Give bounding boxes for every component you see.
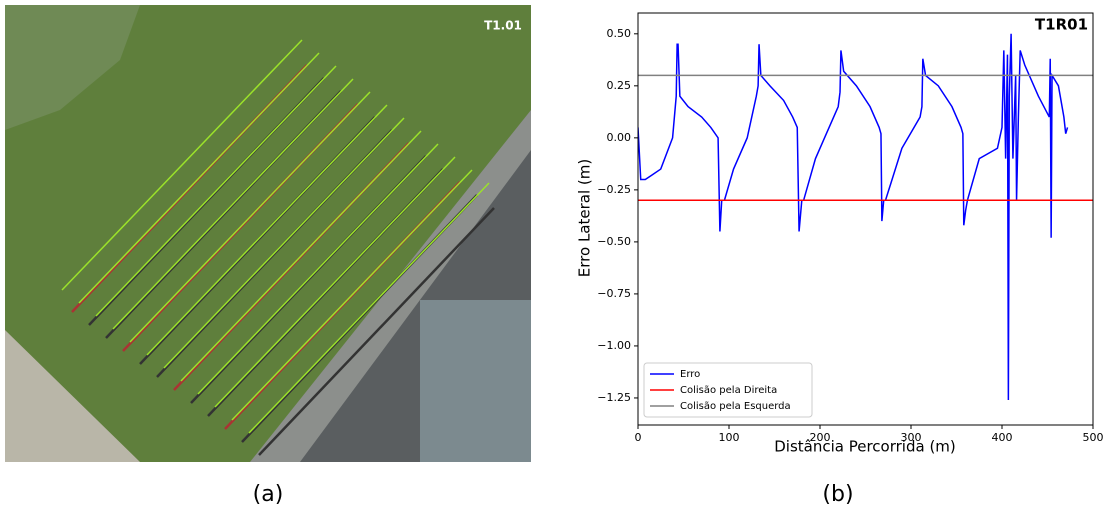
y-tick-label: 0.50 (607, 27, 632, 40)
x-tick-label: 400 (992, 431, 1013, 444)
legend-label: Colisão pela Esquerda (680, 401, 791, 412)
y-tick-label: −0.25 (597, 183, 631, 196)
legend-label: Erro (680, 369, 700, 380)
y-tick-label: 0.00 (607, 131, 632, 144)
chart-title: T1R01 (1035, 16, 1088, 34)
y-tick-label: −0.50 (597, 235, 631, 248)
plot-area (638, 34, 1093, 400)
x-tick-label: 100 (719, 431, 740, 444)
caption: (a) (253, 482, 284, 507)
aerial-image (5, 5, 531, 462)
building (420, 300, 531, 462)
page: {"image": {"label": "T1.01", "caption": … (0, 0, 1105, 520)
y-axis-label: Erro Lateral (m) (576, 159, 594, 277)
x-tick-label: 0 (635, 431, 642, 444)
y-tick-label: 0.25 (607, 79, 632, 92)
x-axis-label: Distância Percorrida (m) (774, 438, 956, 456)
x-tick-label: 200 (810, 431, 831, 444)
y-tick-label: −1.00 (597, 339, 631, 352)
y-tick-label: −0.75 (597, 287, 631, 300)
x-tick-label: 500 (1083, 431, 1104, 444)
image-label: T1.01 (484, 19, 522, 33)
figure: T1.01 (a) (b) T1R01 Distância Percorrida… (0, 0, 1105, 520)
x-tick-label: 300 (901, 431, 922, 444)
series-line (638, 34, 1068, 400)
y-tick-label: −1.25 (597, 391, 631, 404)
legend-label: Colisão pela Direita (680, 385, 777, 396)
caption: (b) (822, 482, 853, 507)
